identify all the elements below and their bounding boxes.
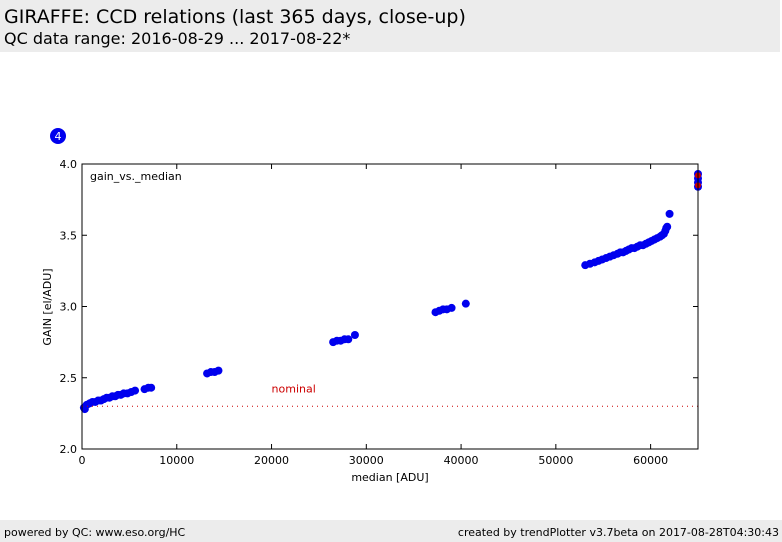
data-point	[461, 299, 470, 308]
panel-badge-circle	[50, 128, 66, 144]
x-tick-label: 40000	[444, 454, 479, 467]
x-tick-label: 10000	[159, 454, 194, 467]
x-tick-label: 30000	[349, 454, 384, 467]
footer-credit: powered by QC: www.eso.org/HC	[4, 526, 186, 539]
plot-frame	[81, 163, 699, 450]
x-axis-label: median [ADU]	[351, 471, 428, 484]
panel-badge-label: 4	[55, 130, 62, 143]
data-point	[350, 331, 359, 339]
data-point	[344, 335, 353, 344]
y-tick-label: 2.0	[60, 443, 78, 456]
y-tick-label: 2.5	[60, 372, 78, 385]
data-point	[447, 303, 456, 312]
x-tick-label: 60000	[633, 454, 668, 467]
footer-generator: created by trendPlotter v3.7beta on 2017…	[457, 526, 779, 539]
x-tick-label: 20000	[254, 454, 289, 467]
report-header: GIRAFFE: CCD relations (last 365 days, c…	[0, 0, 782, 52]
nominal-label: nominal	[272, 382, 316, 395]
x-axis-ticks: 0 10000 20000 30000 40000 50000 60000	[79, 164, 668, 467]
data-point	[147, 383, 156, 392]
x-tick-label: 50000	[538, 454, 573, 467]
data-point	[663, 222, 672, 231]
page-title: GIRAFFE: CCD relations (last 365 days, c…	[4, 6, 466, 28]
y-tick-label: 3.0	[60, 301, 78, 314]
y-axis-ticks: 2.0 2.5 3.0 3.5 4.0	[60, 158, 698, 456]
data-point	[131, 386, 140, 395]
data-points	[79, 169, 702, 414]
y-axis-label: GAIN [el/ADU]	[41, 268, 54, 345]
report-footer: powered by QC: www.eso.org/HC created by…	[0, 520, 782, 542]
panel-badge: 4	[50, 128, 66, 144]
y-tick-label: 4.0	[60, 158, 78, 171]
y-tick-label: 3.5	[60, 229, 78, 242]
data-point	[214, 366, 223, 375]
data-point	[665, 209, 674, 218]
page-subtitle: QC data range: 2016-08-29 ... 2017-08-22…	[4, 29, 351, 48]
chart-annotation: gain_vs._median	[90, 170, 182, 183]
x-tick-label: 0	[79, 454, 86, 467]
